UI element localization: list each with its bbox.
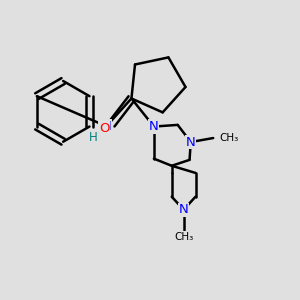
- Text: H: H: [89, 130, 98, 144]
- Text: N: N: [179, 203, 188, 216]
- Text: N: N: [101, 120, 111, 133]
- Text: CH₃: CH₃: [219, 133, 238, 143]
- Text: N: N: [186, 136, 196, 148]
- Text: O: O: [99, 122, 110, 135]
- Text: CH₃: CH₃: [174, 232, 193, 242]
- Text: N: N: [149, 120, 159, 133]
